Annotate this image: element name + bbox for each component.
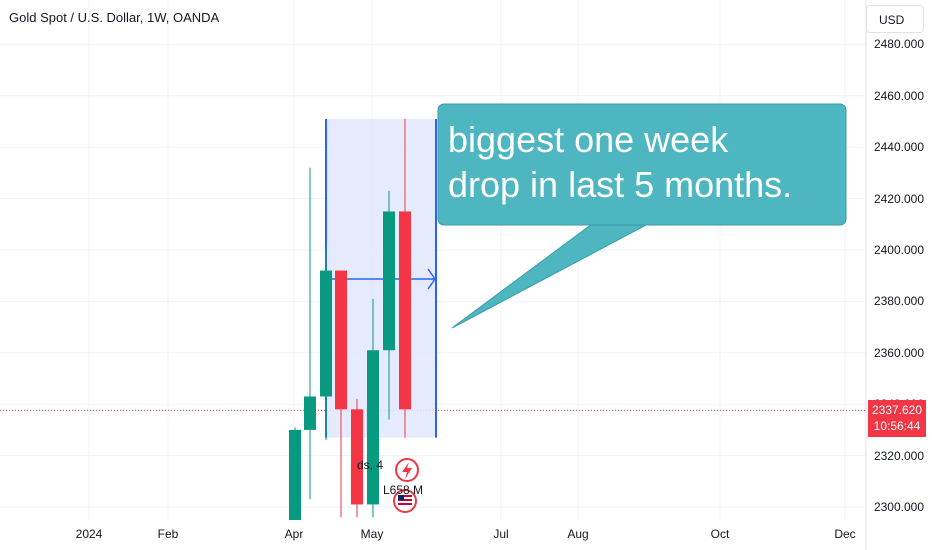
- time-tick-label: May: [360, 527, 384, 541]
- lightning-icon-bolt: [402, 462, 412, 479]
- us-flag-icon-stripes: [398, 495, 412, 505]
- time-tick-label: Oct: [710, 527, 730, 541]
- candle-body: [304, 396, 316, 430]
- callout-box: [437, 103, 847, 226]
- last-price-value: 2337.620: [871, 403, 923, 417]
- candle-body: [289, 429, 301, 520]
- indicator-label: ds, 4: [357, 458, 384, 472]
- us-flag-icon-stripe: [398, 501, 412, 503]
- candle-body: [335, 270, 347, 410]
- lightning-icon: [395, 458, 419, 482]
- time-tick-label: 2024: [75, 527, 103, 541]
- candles: [289, 118, 411, 520]
- price-tick-label: 2380.000: [873, 294, 924, 309]
- event-icons: [393, 458, 419, 513]
- candle: [289, 427, 301, 520]
- price-tick-label: 2320.000: [873, 448, 924, 463]
- candle-body: [383, 211, 395, 351]
- time-tick-label: Aug: [567, 527, 589, 541]
- candle: [351, 399, 363, 518]
- candle: [320, 244, 332, 441]
- last-price-tag: 2337.620 10:56:44: [868, 400, 926, 437]
- price-tick-label: 2300.000: [873, 500, 924, 514]
- range-arrow-head: [427, 268, 436, 290]
- indicator-value: L658 M: [383, 483, 424, 497]
- candle-body: [399, 211, 411, 410]
- time-tick-label: Jul: [493, 527, 509, 541]
- callout-pointer: [451, 223, 649, 329]
- time-tick-label: Feb: [157, 527, 179, 541]
- chart-title: Gold Spot / U.S. Dollar, 1W, OANDA: [9, 10, 220, 25]
- candle: [304, 167, 316, 500]
- annotation-text[interactable]: biggest one week drop in last 5 months.: [448, 119, 793, 205]
- us-flag-icon: [393, 489, 417, 513]
- price-tick-label: 2460.000: [873, 88, 924, 103]
- candle: [383, 190, 395, 420]
- candle: [367, 298, 379, 518]
- us-flag-icon-canton: [398, 495, 404, 500]
- candle-body: [320, 270, 332, 397]
- candle-body: [367, 350, 379, 505]
- price-tick-label: 2360.000: [873, 345, 924, 360]
- time-tick-label: Apr: [284, 527, 304, 541]
- candle: [399, 118, 411, 438]
- price-tick-label: 2400.000: [873, 243, 924, 257]
- bar-countdown: 10:56:44: [873, 419, 921, 433]
- candle-body: [351, 409, 363, 505]
- price-tick-label: 2480.000: [873, 37, 924, 52]
- us-flag-icon-stripe: [398, 497, 412, 499]
- time-tick-label: Dec: [834, 527, 856, 541]
- price-tick-label: 2420.000: [873, 191, 924, 206]
- candle: [335, 270, 347, 518]
- price-tick-label: 2440.000: [873, 140, 924, 155]
- annotation-callout: [437, 103, 847, 329]
- currency-button[interactable]: USD: [866, 5, 924, 33]
